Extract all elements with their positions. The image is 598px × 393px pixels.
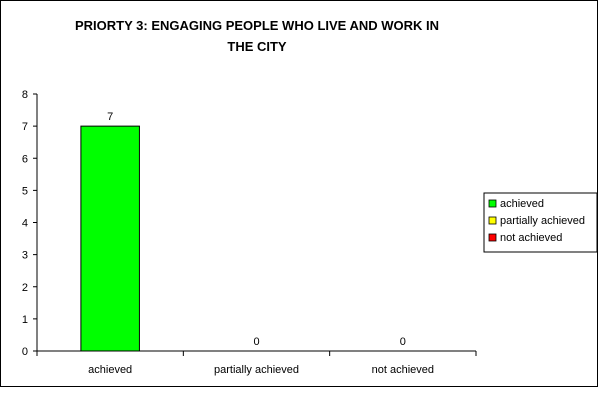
x-category-label: achieved <box>88 364 132 376</box>
legend-swatch <box>488 233 497 242</box>
y-tick-label: 8 <box>22 89 28 101</box>
chart-title-line-1: PRIORTY 3: ENGAGING PEOPLE WHO LIVE AND … <box>75 18 439 33</box>
plot-area: 0 1 2 3 4 5 6 7 8 7 achieved 0 partially achieved 0 no… <box>22 89 477 376</box>
data-label: 7 <box>107 111 113 123</box>
chart-title-line-2: THE CITY <box>227 39 287 54</box>
legend-swatch <box>488 199 497 208</box>
legend-box <box>483 192 598 253</box>
y-tick-label: 5 <box>22 185 28 197</box>
x-category-label: partially achieved <box>214 364 299 376</box>
y-tick-label: 0 <box>22 346 28 358</box>
y-tick-label: 7 <box>22 121 28 133</box>
data-label: 0 <box>400 336 406 348</box>
data-label: 0 <box>253 336 259 348</box>
y-tick-label: 4 <box>22 218 28 230</box>
legend-label: not achieved <box>500 232 562 244</box>
y-tick-label: 6 <box>22 153 28 165</box>
y-tick-label: 1 <box>22 314 28 326</box>
legend-swatch <box>488 216 497 225</box>
legend-label: achieved <box>500 198 544 210</box>
y-tick-label: 2 <box>22 282 28 294</box>
legend-label: partially achieved <box>500 215 585 227</box>
bar-achieved <box>80 125 140 352</box>
x-category-label: not achieved <box>372 364 434 376</box>
legend: achieved partially achieved not achieved <box>483 192 598 253</box>
y-tick-label: 3 <box>22 250 28 262</box>
